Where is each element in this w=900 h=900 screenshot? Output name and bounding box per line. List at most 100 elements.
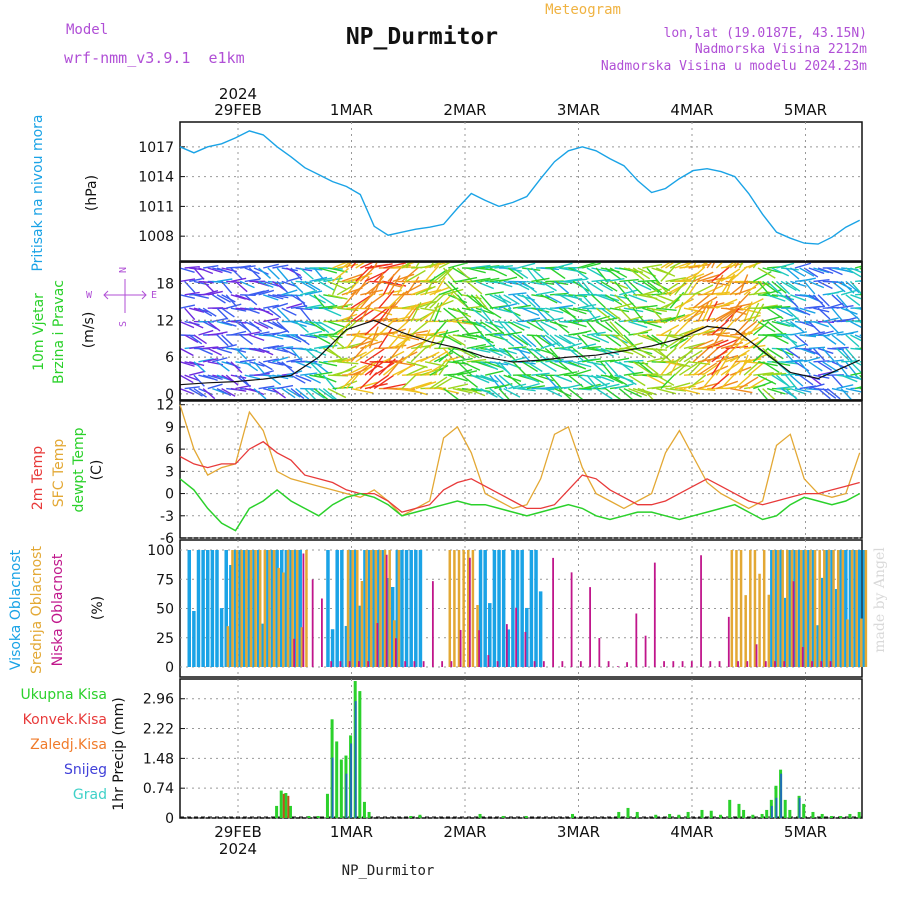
wind-barb xyxy=(808,331,825,336)
wind-barb xyxy=(535,290,555,296)
wind-barb xyxy=(591,294,606,309)
precip-total-bar xyxy=(339,759,343,818)
wind-barb xyxy=(697,296,718,309)
wind-barb xyxy=(198,347,213,356)
wind-barb xyxy=(845,387,862,393)
wind-barb xyxy=(355,381,378,390)
wind-barb xyxy=(526,347,541,362)
wind-barb xyxy=(711,347,731,363)
precip-total-bar xyxy=(677,814,681,818)
wind-barb xyxy=(697,362,717,376)
y-tick-label: 9 xyxy=(165,420,174,436)
wind-barb xyxy=(337,280,359,284)
wind-barb xyxy=(734,318,751,336)
wind-barb xyxy=(350,262,358,269)
wind-title-1: 10m Vjetar xyxy=(31,293,47,371)
precip-total-bar xyxy=(765,809,769,818)
wind-barb xyxy=(803,347,820,356)
wind-barb xyxy=(600,316,620,323)
wind-barb xyxy=(323,307,342,317)
cloud-low-title: Niska Oblacnost xyxy=(50,553,66,666)
wind-barb xyxy=(240,265,256,269)
wind-barb xyxy=(249,361,265,367)
wind-barb xyxy=(688,359,705,376)
wind-barb xyxy=(475,267,496,271)
wind-barb xyxy=(337,361,359,365)
wind-barb xyxy=(841,330,859,336)
precip-total-bar xyxy=(839,815,843,818)
wind-barb xyxy=(521,361,538,373)
wind-barb xyxy=(424,265,440,282)
wind-barb xyxy=(693,317,716,323)
wind-barb xyxy=(799,361,811,375)
wind-barb xyxy=(184,291,200,296)
wind-barb xyxy=(729,266,748,282)
wind-barb xyxy=(415,300,437,309)
wind-barb xyxy=(567,374,584,388)
wind-barb xyxy=(216,361,230,372)
wind-barb xyxy=(799,267,815,277)
wind-barb xyxy=(711,274,724,296)
wind-barb xyxy=(845,307,860,321)
wind-barb xyxy=(813,334,830,337)
wind-barb xyxy=(188,334,203,345)
wind-barb xyxy=(433,377,453,390)
wind-barb xyxy=(253,289,270,296)
wind-barb xyxy=(313,388,329,400)
wind-barb xyxy=(799,374,814,386)
wind-barb xyxy=(438,329,460,336)
wind-barb xyxy=(244,374,261,380)
wind-barb xyxy=(212,357,228,363)
wind-barb xyxy=(771,267,790,277)
wind-barb xyxy=(401,346,419,363)
sfctemp-title: SFC Temp xyxy=(51,439,67,508)
wind-barb xyxy=(864,375,881,381)
wind-barb xyxy=(739,320,758,336)
wind-barb xyxy=(623,371,644,376)
wind-barb xyxy=(609,294,630,300)
model-name: wrf-nmm_v3.9.1 e1km xyxy=(64,49,245,67)
panel-frame-top xyxy=(179,261,863,401)
wind-barb xyxy=(582,374,602,379)
wind-barb xyxy=(226,319,242,323)
wind-barb xyxy=(577,303,597,309)
wind-barb xyxy=(582,345,602,350)
wind-barb xyxy=(304,320,323,324)
wind-labels: 10m Vjetar Brzina i Pravac (m/s) N W E S xyxy=(31,267,157,384)
wind-barb xyxy=(521,374,540,383)
wind-barb xyxy=(447,262,468,269)
precip-labels: Ukupna Kisa Konvek.Kisa Zaledj.Kisa Snij… xyxy=(20,687,127,811)
wind-barb xyxy=(415,381,437,390)
wind-barb xyxy=(702,328,725,336)
wind-barb xyxy=(679,264,701,269)
wind-barb xyxy=(549,334,565,348)
wind-barb xyxy=(212,280,228,284)
wind-barb xyxy=(295,307,313,311)
wind-barb xyxy=(198,280,214,284)
bottom-day-labels: 29FEB 1MAR 2MAR 3MAR 4MAR 5MAR xyxy=(214,823,827,841)
wind-barb xyxy=(249,334,265,342)
wind-barb xyxy=(757,361,778,367)
wind-barb xyxy=(355,333,374,349)
wind-barb xyxy=(517,387,536,392)
compass-rose-icon xyxy=(103,279,147,313)
wind-barb xyxy=(734,305,752,323)
wind-barb xyxy=(836,304,854,309)
precip-total-label: Ukupna Kisa xyxy=(20,687,107,703)
wind-barb xyxy=(817,267,834,275)
wind-barb xyxy=(762,267,782,274)
wind-barb xyxy=(748,262,763,269)
y-tick-label: 0 xyxy=(165,811,174,827)
wind-barb xyxy=(808,346,826,350)
wind-barb xyxy=(276,280,289,294)
wind-barb xyxy=(655,267,676,277)
wind-barb xyxy=(180,304,196,309)
wind-barb xyxy=(493,374,508,390)
precip-total-bar xyxy=(848,813,852,818)
wind-barb xyxy=(180,374,194,384)
precip-total-bar xyxy=(820,813,824,818)
wind-barb xyxy=(785,267,800,280)
compass-w: W xyxy=(86,290,93,301)
wind-barb xyxy=(267,334,284,340)
